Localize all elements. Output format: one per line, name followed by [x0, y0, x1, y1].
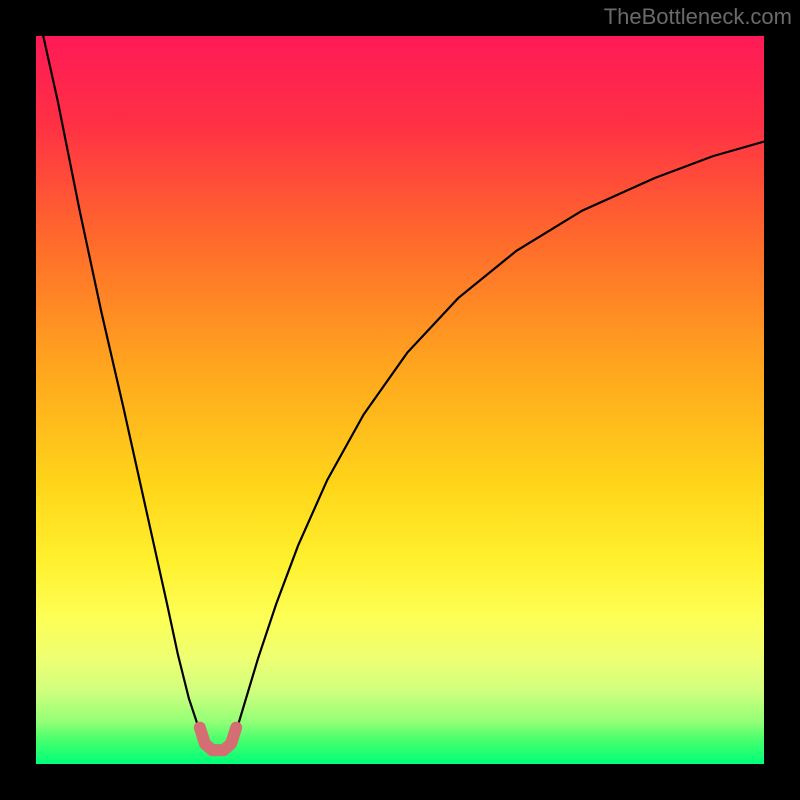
trough-highlight [200, 728, 236, 751]
watermark-text: TheBottleneck.com [604, 4, 792, 30]
plot-svg [36, 36, 764, 764]
chart-container: TheBottleneck.com [0, 0, 800, 800]
plot-area [36, 36, 764, 764]
curve-right [236, 142, 764, 732]
curve-left [43, 36, 200, 731]
